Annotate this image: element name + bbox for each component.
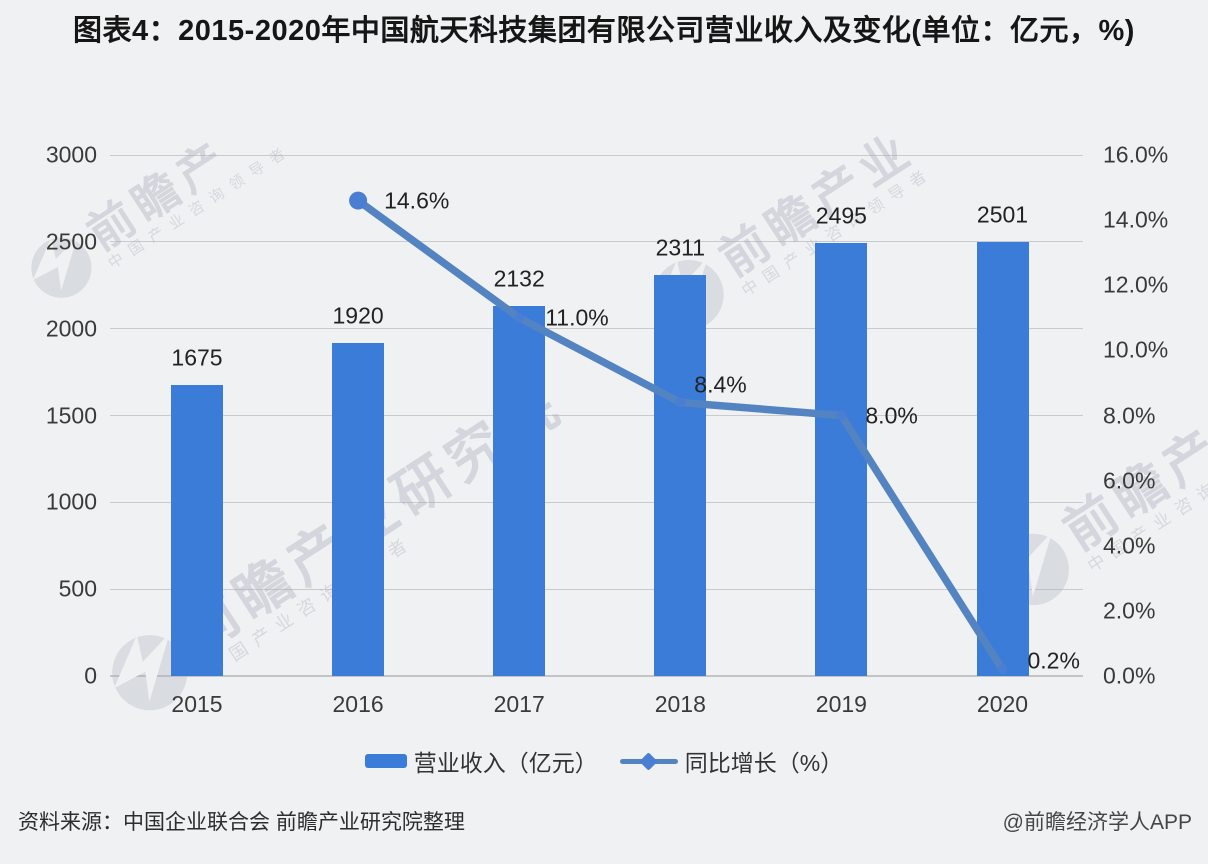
line-point-marker bbox=[836, 410, 847, 421]
bar-value-label: 1675 bbox=[171, 344, 223, 371]
gridline bbox=[110, 501, 1083, 503]
chart-title: 图表4：2015-2020年中国航天科技集团有限公司营业收入及变化(单位：亿元，… bbox=[73, 15, 1135, 47]
bar bbox=[654, 274, 707, 676]
x-axis-label: 2017 bbox=[493, 691, 545, 717]
bar-swatch-icon bbox=[364, 754, 407, 768]
left-axis-tick-label: 3000 bbox=[45, 141, 97, 168]
left-axis-tick-label: 2000 bbox=[45, 315, 97, 342]
bar-value-label: 1920 bbox=[332, 302, 384, 329]
bar-value-label: 2132 bbox=[493, 265, 545, 292]
footer: 资料来源：中国企业联合会 前瞻产业研究院整理 @前瞻经济学人APP bbox=[18, 806, 1192, 836]
x-axis-label: 2018 bbox=[654, 691, 706, 717]
line-value-label: 0.2% bbox=[1027, 647, 1080, 674]
line-point-marker bbox=[997, 664, 1008, 675]
legend-item-growth: 同比增长（%） bbox=[619, 744, 844, 778]
bar bbox=[815, 242, 868, 676]
line-value-label: 8.0% bbox=[865, 402, 918, 428]
gridline bbox=[110, 241, 1083, 243]
source-text: 资料来源：中国企业联合会 前瞻产业研究院整理 bbox=[18, 811, 465, 834]
line-point-marker bbox=[514, 312, 525, 323]
right-axis-tick-label: 0.0% bbox=[1103, 662, 1156, 689]
right-axis-tick-label: 14.0% bbox=[1103, 206, 1169, 233]
gridline bbox=[110, 588, 1083, 590]
left-axis-tick-label: 2500 bbox=[45, 228, 97, 255]
legend-label-growth: 同比增长（%） bbox=[684, 750, 844, 776]
gridline bbox=[110, 328, 1083, 330]
x-axis-label: 2015 bbox=[171, 691, 223, 717]
line-value-label: 11.0% bbox=[545, 304, 609, 331]
x-axis-line bbox=[110, 675, 1083, 677]
left-axis-tick-label: 1000 bbox=[45, 488, 97, 515]
bar-value-label: 2501 bbox=[976, 201, 1029, 228]
line-value-label: 14.6% bbox=[384, 187, 450, 214]
bar-value-label: 2311 bbox=[655, 234, 706, 261]
gridline bbox=[110, 154, 1083, 156]
bar-value-label: 2495 bbox=[815, 202, 867, 229]
line-value-label: 8.4% bbox=[694, 371, 747, 398]
left-axis-tick-label: 1500 bbox=[45, 402, 97, 428]
line-point-marker bbox=[349, 191, 368, 210]
bar bbox=[976, 241, 1029, 676]
legend-item-revenue: 营业收入（亿元） bbox=[364, 744, 598, 778]
right-axis-tick-label: 12.0% bbox=[1103, 271, 1169, 298]
x-axis-label: 2016 bbox=[332, 691, 384, 717]
bar bbox=[171, 385, 223, 676]
legend: 营业收入（亿元） 同比增长（%） bbox=[0, 744, 1208, 778]
gridline bbox=[110, 415, 1083, 416]
right-axis-tick-label: 10.0% bbox=[1103, 336, 1169, 363]
right-axis-tick-label: 8.0% bbox=[1103, 402, 1156, 428]
right-axis-tick-label: 6.0% bbox=[1103, 467, 1156, 494]
x-axis-label: 2019 bbox=[815, 691, 867, 717]
left-axis-tick-label: 500 bbox=[58, 575, 97, 602]
line-marker-icon bbox=[619, 751, 678, 771]
bar bbox=[332, 342, 385, 676]
credit-text: @前瞻经济学人APP bbox=[1002, 811, 1192, 834]
right-axis-tick-label: 16.0% bbox=[1103, 141, 1169, 168]
right-axis-tick-label: 2.0% bbox=[1103, 597, 1156, 624]
left-axis-tick-label: 0 bbox=[84, 662, 97, 689]
x-axis-label: 2020 bbox=[976, 691, 1029, 717]
right-axis-tick-label: 4.0% bbox=[1103, 532, 1156, 559]
line-point-marker bbox=[675, 397, 686, 408]
legend-label-revenue: 营业收入（亿元） bbox=[413, 750, 598, 776]
bar bbox=[493, 305, 546, 676]
